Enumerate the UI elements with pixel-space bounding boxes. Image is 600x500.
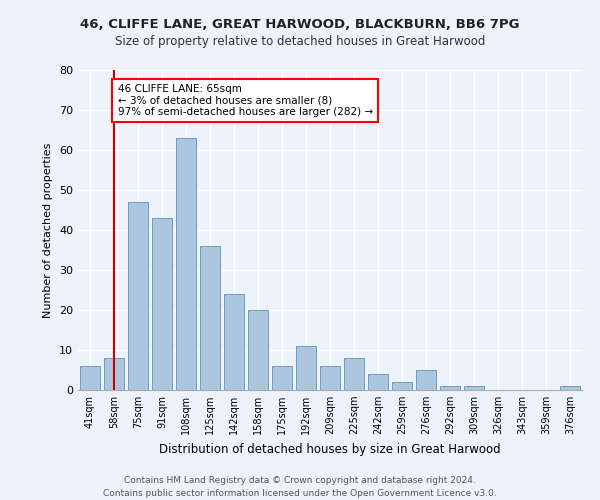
Bar: [344, 358, 364, 390]
Text: 46 CLIFFE LANE: 65sqm
← 3% of detached houses are smaller (8)
97% of semi-detach: 46 CLIFFE LANE: 65sqm ← 3% of detached h…: [118, 84, 373, 117]
Bar: [320, 366, 340, 390]
Bar: [248, 310, 268, 390]
Bar: [464, 386, 484, 390]
Bar: [272, 366, 292, 390]
Bar: [176, 138, 196, 390]
Text: Size of property relative to detached houses in Great Harwood: Size of property relative to detached ho…: [115, 35, 485, 48]
Bar: [440, 386, 460, 390]
Bar: [152, 218, 172, 390]
Bar: [560, 386, 580, 390]
X-axis label: Distribution of detached houses by size in Great Harwood: Distribution of detached houses by size …: [159, 442, 501, 456]
Bar: [296, 346, 316, 390]
Bar: [80, 366, 100, 390]
Bar: [200, 246, 220, 390]
Bar: [392, 382, 412, 390]
Bar: [224, 294, 244, 390]
Bar: [416, 370, 436, 390]
Bar: [104, 358, 124, 390]
Bar: [368, 374, 388, 390]
Text: Contains HM Land Registry data © Crown copyright and database right 2024.
Contai: Contains HM Land Registry data © Crown c…: [103, 476, 497, 498]
Y-axis label: Number of detached properties: Number of detached properties: [43, 142, 53, 318]
Bar: [128, 202, 148, 390]
Text: 46, CLIFFE LANE, GREAT HARWOOD, BLACKBURN, BB6 7PG: 46, CLIFFE LANE, GREAT HARWOOD, BLACKBUR…: [80, 18, 520, 30]
